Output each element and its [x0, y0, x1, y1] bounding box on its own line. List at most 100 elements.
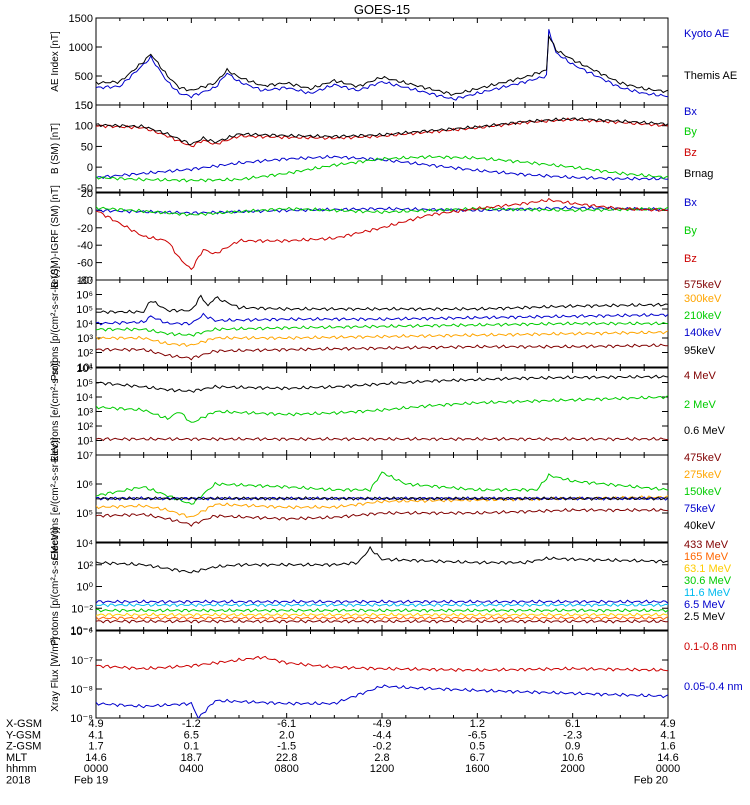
series-line-210kev	[96, 321, 668, 337]
legend-entry: Bz	[684, 253, 697, 265]
panel-1: 0 500 1000 1500 AE Index [nT] Kyoto AE Themis …	[50, 13, 737, 112]
series-line-by	[96, 154, 668, 183]
series-line-63-1-mev	[96, 612, 668, 618]
legend-entry: By	[684, 225, 697, 237]
legend-entry: 2.5 MeV	[684, 611, 726, 623]
y-tick-label: 10⁻⁶	[70, 626, 93, 638]
series-line-75kev	[96, 496, 668, 501]
legend-entry: 4 MeV	[684, 370, 716, 382]
y-axis-label: B (SM) [nT]	[50, 123, 61, 174]
y-tick-label: 10⁵	[76, 304, 93, 316]
y-tick-label: 10²	[77, 348, 93, 360]
y-axis-label: Xray Flux [W/m²]	[50, 637, 61, 712]
ephemeris-value: 4.1	[88, 729, 103, 741]
series-line-4-mev	[96, 436, 668, 442]
y-tick-label: -50	[77, 183, 93, 195]
y-axis-label: Electrons [e/(cm²-s-sr-keV)]	[50, 437, 61, 559]
y-tick-label: -60	[77, 258, 93, 270]
series-line-bz	[96, 117, 668, 148]
y-tick-label: -80	[77, 275, 93, 287]
ephemeris-value: 1.2	[470, 718, 485, 730]
panel-frame	[95, 630, 669, 719]
panel-8: 10⁻⁹ 10⁻⁸ 10⁻⁷ 10⁻⁶ Xray Flux [W/m²] 0.1-0.8 …	[50, 626, 743, 725]
y-tick-label: 50	[81, 141, 93, 153]
legend-entry: 140keV	[684, 327, 722, 339]
ephemeris-value: 2.0	[279, 729, 294, 741]
ephemeris-value: 2000	[560, 763, 584, 775]
legend-entry: 475keV	[684, 452, 722, 464]
panel-frame	[95, 279, 669, 368]
series-line-0-1-0-8-nm	[96, 655, 668, 672]
y-tick-label: 10⁷	[77, 450, 93, 462]
ephemeris-value: 1600	[465, 763, 489, 775]
ephemeris-value: 14.6	[657, 752, 678, 764]
ephemeris-value: 0000	[656, 763, 680, 775]
panel-2: -50 0 50 100 150 B (SM) [nT] Bx By Bz Brnag	[50, 100, 713, 195]
y-tick-label: 10⁶	[76, 290, 93, 302]
ephemeris-row-label: MLT	[6, 752, 27, 764]
y-tick-label: 10¹	[77, 436, 93, 448]
y-tick-label: 10⁴	[76, 319, 93, 331]
ephemeris-value: -6.5	[468, 729, 487, 741]
y-tick-label: 10³	[77, 333, 93, 345]
series-line-by	[96, 206, 668, 217]
series-line-brnag	[96, 117, 668, 146]
series-line-575kev	[96, 343, 668, 361]
legend-entry: 300keV	[684, 293, 722, 305]
ephemeris-row-label: Z-GSM	[6, 741, 41, 753]
panel-6: 10⁵ 10⁶ 10⁷ Electrons [e/(cm²-s-sr-keV)] 475…	[50, 437, 722, 559]
y-tick-label: 10⁻⁴	[70, 625, 93, 637]
ephemeris-value: 0.9	[565, 741, 580, 753]
y-tick-label: 10⁶	[76, 363, 93, 375]
legend-entry: 0.05-0.4 nm	[684, 681, 743, 693]
legend-entry: 150keV	[684, 486, 722, 498]
legend-entry: 6.5 MeV	[684, 599, 726, 611]
y-tick-label: 10⁻²	[71, 603, 93, 615]
ephemeris-value: -6.1	[277, 718, 296, 730]
panel-frame	[95, 192, 669, 281]
series-group	[96, 294, 668, 361]
y-tick-label: -40	[77, 240, 93, 252]
legend-entry: 0.1-0.8 nm	[684, 641, 737, 653]
y-tick-label: 0	[87, 100, 93, 112]
series-group	[96, 655, 668, 718]
ephemeris-row-label: hhmm	[6, 763, 37, 775]
series-line-30-6-mev	[96, 608, 668, 613]
y-tick-label: 20	[81, 188, 93, 200]
ephemeris-row-label: X-GSM	[6, 718, 42, 730]
y-tick-label: 10⁷	[77, 275, 93, 287]
y-tick-label: 10³	[77, 407, 93, 419]
series-line-6-5-mev	[96, 599, 668, 605]
series-line-140kev	[96, 312, 668, 326]
ephemeris-value: -0.2	[373, 741, 392, 753]
series-group	[96, 197, 668, 271]
panel-4: 10¹ 10² 10³ 10⁴ 10⁵ 10⁶ 10⁷ Protons [p/(cm²-s-s…	[50, 266, 722, 381]
series-line-433-mev	[96, 618, 668, 624]
legend-entry: By	[684, 126, 697, 138]
series-line-0-6-mev	[96, 374, 668, 393]
y-tick-label: -20	[77, 223, 93, 235]
series-line-bz	[96, 197, 668, 271]
ephemeris-value: 18.7	[181, 752, 202, 764]
ephemeris-value: 4.1	[660, 729, 675, 741]
y-axis-label: AE Index [nT]	[50, 31, 61, 92]
y-tick-label: 10⁴	[76, 538, 93, 550]
ephemeris-value: 1.6	[660, 741, 675, 753]
y-tick-label: 1000	[69, 42, 93, 54]
ephemeris-value: 4.9	[660, 718, 675, 730]
y-tick-label: 0	[87, 162, 93, 174]
legend-entry: Bz	[684, 147, 697, 159]
y-tick-label: 10¹	[77, 362, 93, 374]
series-group	[96, 117, 668, 183]
y-tick-label: 0	[87, 205, 93, 217]
y-axis-label: Protons [p/(cm²-s-sr-keV)]	[50, 266, 61, 381]
legend-entry: Themis AE	[684, 70, 737, 82]
series-line-11-6-mev	[96, 602, 668, 608]
legend-entry: Kyoto AE	[684, 28, 729, 40]
ephemeris-value: 0000	[84, 763, 108, 775]
ephemeris-value: 22.8	[276, 752, 297, 764]
panel-5: 10¹ 10² 10³ 10⁴ 10⁵ 10⁶ Electrons [e/(cm²-s-sr…	[50, 360, 726, 462]
y-axis-label: Electrons [e/(cm²-s-sr)]	[50, 360, 61, 462]
